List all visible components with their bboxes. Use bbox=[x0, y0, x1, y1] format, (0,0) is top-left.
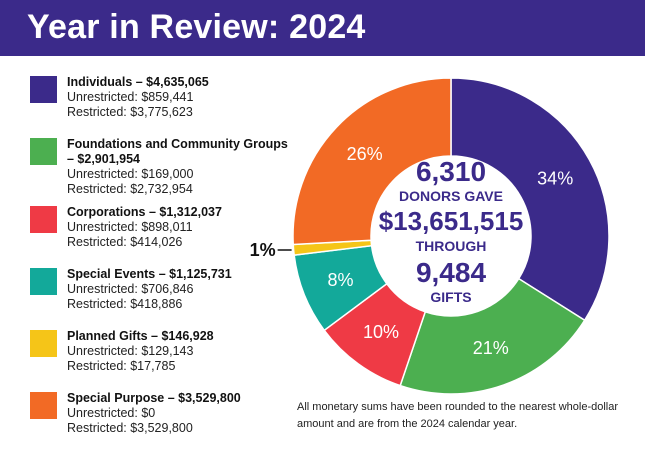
footnote: All monetary sums have been rounded to t… bbox=[297, 401, 619, 430]
legend-restricted: Restricted: $418,886 bbox=[67, 297, 183, 311]
legend-name: Individuals – $4,635,065 bbox=[67, 75, 209, 89]
legend-name: Corporations – $1,312,037 bbox=[67, 205, 222, 219]
legend-item-corporations: Corporations – $1,312,037 Unrestricted: … bbox=[30, 205, 300, 268]
legend-swatch bbox=[30, 206, 57, 233]
percent-label-foundations: 21% bbox=[473, 338, 509, 358]
legend-restricted: Restricted: $2,732,954 bbox=[67, 182, 193, 196]
legend-item-foundations: Foundations and Community Groups – $2,90… bbox=[30, 137, 300, 206]
percent-label-corporations: 10% bbox=[363, 322, 399, 342]
legend-name: Special Events – $1,125,731 bbox=[67, 267, 232, 281]
legend-text: Special Events – $1,125,731 Unrestricted… bbox=[67, 267, 297, 312]
legend-text: Foundations and Community Groups – $2,90… bbox=[67, 137, 297, 197]
legend-item-individuals: Individuals – $4,635,065 Unrestricted: $… bbox=[30, 75, 300, 138]
percent-label-special-events: 8% bbox=[328, 270, 354, 290]
legend-unrestricted: Unrestricted: $169,000 bbox=[67, 167, 194, 181]
legend-restricted: Restricted: $3,775,623 bbox=[67, 105, 193, 119]
percent-label-planned-gifts: 1% bbox=[250, 240, 276, 260]
page-title: Year in Review: 2024 bbox=[27, 8, 366, 46]
percent-label-special-purpose: 26% bbox=[347, 144, 383, 164]
percent-label-individuals: 34% bbox=[537, 169, 573, 189]
legend-text: Planned Gifts – $146,928 Unrestricted: $… bbox=[67, 329, 297, 374]
legend-swatch bbox=[30, 392, 57, 419]
header-banner: Year in Review: 2024 bbox=[0, 0, 645, 56]
legend-swatch bbox=[30, 330, 57, 357]
legend-name: Special Purpose – $3,529,800 bbox=[67, 391, 241, 405]
legend-text: Special Purpose – $3,529,800 Unrestricte… bbox=[67, 391, 297, 436]
legend-swatch bbox=[30, 138, 57, 165]
legend-unrestricted: Unrestricted: $706,846 bbox=[67, 282, 194, 296]
legend-item-planned-gifts: Planned Gifts – $146,928 Unrestricted: $… bbox=[30, 329, 300, 392]
legend-text: Individuals – $4,635,065 Unrestricted: $… bbox=[67, 75, 297, 120]
legend-unrestricted: Unrestricted: $898,011 bbox=[67, 220, 193, 234]
legend-name: Foundations and Community Groups – $2,90… bbox=[67, 137, 288, 166]
through-label: THROUGH bbox=[416, 238, 487, 254]
legend-swatch bbox=[30, 268, 57, 295]
donors-label: DONORS GAVE bbox=[399, 188, 503, 204]
legend-restricted: Restricted: $3,529,800 bbox=[67, 421, 193, 435]
legend-unrestricted: Unrestricted: $0 bbox=[67, 406, 156, 420]
legend-restricted: Restricted: $414,026 bbox=[67, 235, 183, 249]
legend-unrestricted: Unrestricted: $859,441 bbox=[67, 90, 194, 104]
legend: Individuals – $4,635,065 Unrestricted: $… bbox=[30, 75, 300, 454]
gifts-count: 9,484 bbox=[416, 257, 486, 288]
donors-count: 6,310 bbox=[416, 156, 486, 187]
legend-restricted: Restricted: $17,785 bbox=[67, 359, 176, 373]
total-amount: $13,651,515 bbox=[379, 206, 524, 236]
percent-labels: 34% 21% 10% 8% 1% 26% bbox=[250, 144, 574, 358]
legend-name: Planned Gifts – $146,928 bbox=[67, 329, 214, 343]
legend-unrestricted: Unrestricted: $129,143 bbox=[67, 344, 194, 358]
donut-hole bbox=[371, 156, 531, 316]
gifts-label: GIFTS bbox=[430, 289, 471, 305]
legend-swatch bbox=[30, 76, 57, 103]
legend-text: Corporations – $1,312,037 Unrestricted: … bbox=[67, 205, 297, 250]
legend-item-special-events: Special Events – $1,125,731 Unrestricted… bbox=[30, 267, 300, 330]
legend-item-special-purpose: Special Purpose – $3,529,800 Unrestricte… bbox=[30, 391, 300, 454]
